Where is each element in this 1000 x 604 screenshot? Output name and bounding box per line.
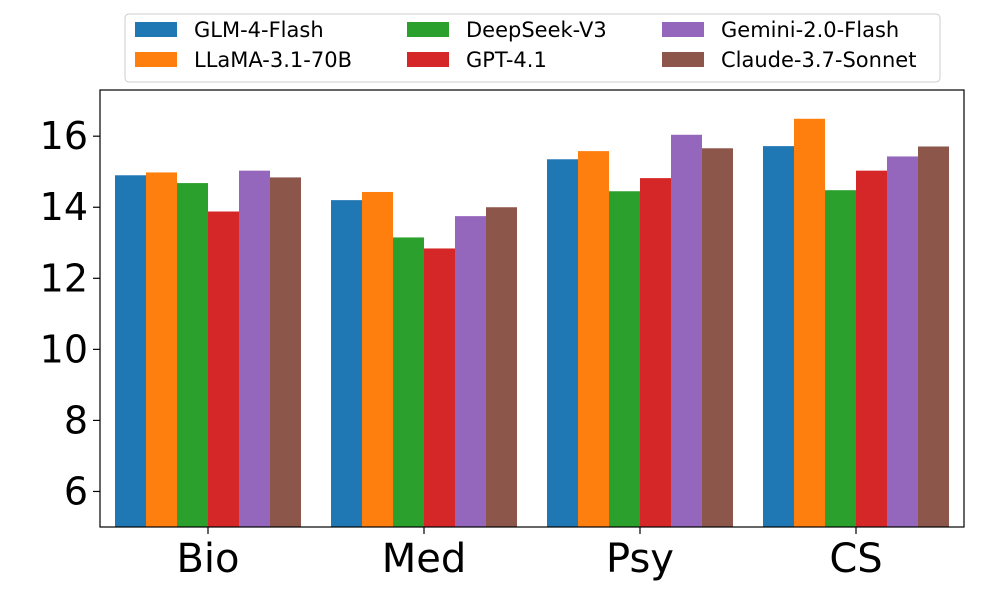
x-tick-label-med: Med (382, 536, 467, 582)
legend-label-glm-4-flash: GLM-4-Flash (194, 18, 324, 42)
x-axis: Bio Med Psy CS (176, 527, 883, 582)
legend: GLM-4-Flash LLaMA-3.1-70B DeepSeek-V3 GPT-4… (124, 13, 941, 83)
legend-swatch-glm-4-flash (135, 22, 177, 37)
bar-gpt-4-1-cs (856, 170, 887, 527)
bar-glm-4-flash-bio (115, 175, 146, 527)
bar-glm-4-flash-med (331, 200, 362, 527)
bar-claude-3-7-sonnet-med (486, 207, 517, 528)
y-tick-label: 12 (40, 256, 88, 300)
legend-swatch-gpt-4-1 (407, 52, 449, 67)
bar-deepseek-v3-bio (177, 183, 208, 527)
x-tick-label-bio: Bio (176, 536, 239, 582)
legend-label-gemini-2-0-flash: Gemini-2.0-Flash (721, 18, 899, 42)
legend-label-gpt-4-1: GPT-4.1 (466, 48, 547, 72)
legend-box (124, 13, 941, 83)
bar-gemini-2-0-flash-psy (671, 134, 702, 527)
bar-gemini-2-0-flash-cs (887, 156, 918, 527)
y-tick-label: 8 (64, 398, 88, 442)
legend-swatch-llama-3-1-70b (135, 52, 177, 67)
y-tick-label: 6 (64, 469, 88, 513)
y-tick-label: 10 (40, 327, 88, 371)
plot-area-frame (99, 89, 965, 528)
bar-gpt-4-1-psy (640, 178, 671, 528)
x-tick-label-psy: Psy (606, 536, 674, 582)
bar-llama-3-1-70b-psy (578, 151, 609, 528)
bar-claude-3-7-sonnet-psy (702, 148, 733, 527)
legend-label-deepseek-v3: DeepSeek-V3 (466, 18, 607, 42)
bar-gemini-2-0-flash-bio (239, 170, 270, 527)
bar-glm-4-flash-cs (763, 146, 794, 527)
bar-glm-4-flash-psy (547, 159, 578, 527)
bar-gpt-4-1-med (424, 248, 455, 527)
bar-llama-3-1-70b-bio (146, 172, 177, 527)
legend-swatch-deepseek-v3 (407, 22, 449, 37)
bar-claude-3-7-sonnet-cs (918, 146, 949, 528)
legend-label-llama-3-1-70b: LLaMA-3.1-70B (194, 48, 352, 72)
y-axis: 6 8 10 12 14 16 (40, 114, 100, 513)
bar-claude-3-7-sonnet-bio (270, 177, 301, 527)
y-tick-label: 16 (40, 114, 88, 158)
bars-layer (115, 118, 949, 528)
bar-deepseek-v3-cs (825, 190, 856, 527)
bar-gemini-2-0-flash-med (455, 216, 486, 527)
y-tick-label: 14 (40, 185, 88, 229)
x-tick-label-cs: CS (829, 536, 882, 582)
legend-swatch-claude-3-7-sonnet (662, 52, 704, 67)
legend-label-claude-3-7-sonnet: Claude-3.7-Sonnet (721, 48, 916, 72)
bar-deepseek-v3-med (393, 237, 424, 527)
bar-deepseek-v3-psy (609, 191, 640, 527)
legend-swatch-gemini-2-0-flash (662, 22, 704, 37)
bar-gpt-4-1-bio (208, 211, 239, 527)
bar-llama-3-1-70b-cs (794, 118, 825, 527)
bar-llama-3-1-70b-med (362, 191, 393, 527)
